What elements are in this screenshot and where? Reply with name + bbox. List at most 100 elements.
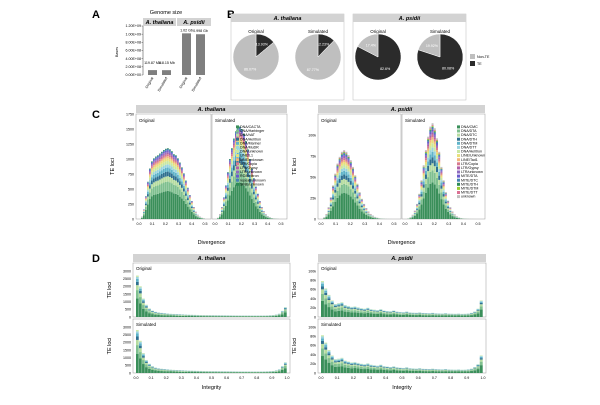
stack-segment <box>359 198 361 199</box>
stack-segment <box>443 190 445 192</box>
stack-segment <box>245 188 247 219</box>
stack-segment <box>229 175 231 178</box>
stack-segment <box>175 167 177 170</box>
stack-segment <box>451 371 454 372</box>
stack-segment <box>149 189 151 193</box>
stack-segment <box>370 369 373 373</box>
stack-segment <box>367 215 369 216</box>
stack-segment <box>255 189 257 190</box>
panel-c: A. thaliana02505007501000125015001750Ori… <box>110 105 485 246</box>
stack-segment <box>155 157 157 158</box>
stack-segment <box>159 165 161 168</box>
stack-segment <box>149 172 151 173</box>
stack-segment <box>440 176 442 178</box>
stack-segment <box>392 312 395 313</box>
stack-segment <box>202 316 205 317</box>
x-tick-label: 0.3 <box>446 222 451 226</box>
stack-segment <box>147 184 149 185</box>
x-tick-label: Simulated <box>191 77 202 93</box>
stack-segment <box>336 166 338 167</box>
stack-segment <box>345 157 347 158</box>
stack-segment <box>359 200 361 201</box>
slice-label: 86.07% <box>244 68 257 72</box>
stack-segment <box>370 365 373 366</box>
slice-label: 80.08% <box>442 66 455 70</box>
legend-swatch <box>236 179 239 182</box>
stack-segment <box>169 165 171 168</box>
x-tick-label: 0.1 <box>335 376 340 380</box>
stack-segment <box>460 315 463 316</box>
legend-swatch <box>457 166 460 169</box>
stack-segment <box>139 343 142 345</box>
stack-segment <box>136 340 139 345</box>
stack-segment <box>324 291 327 293</box>
stack-segment <box>185 181 187 182</box>
stack-segment <box>229 164 231 166</box>
stack-segment <box>142 303 145 305</box>
stack-segment <box>332 189 334 190</box>
stack-segment <box>363 312 366 314</box>
stack-segment <box>157 161 159 163</box>
stack-segment <box>181 179 183 181</box>
y-tick-label: 1000 <box>123 300 131 304</box>
stack-segment <box>343 160 345 162</box>
stack-segment <box>392 370 395 373</box>
stack-segment <box>231 191 233 219</box>
stack-segment <box>443 192 445 194</box>
stack-segment <box>428 370 431 371</box>
stack-segment <box>161 159 163 161</box>
facet-label: A. thaliana <box>273 16 302 22</box>
stack-segment <box>343 184 345 193</box>
stack-segment <box>361 205 363 206</box>
stack-segment <box>147 183 149 184</box>
stack-segment <box>434 151 436 155</box>
stack-segment <box>166 315 169 317</box>
stack-segment <box>284 309 287 310</box>
stack-segment <box>347 310 350 312</box>
legend-swatch <box>236 134 239 137</box>
stack-segment <box>136 290 139 298</box>
stack-segment <box>175 316 178 317</box>
stack-segment <box>354 202 356 219</box>
stack-segment <box>229 183 231 188</box>
stack-segment <box>360 310 363 311</box>
stack-segment <box>165 155 167 157</box>
stack-segment <box>145 309 148 311</box>
stack-segment <box>253 189 255 191</box>
stack-segment <box>340 359 343 360</box>
stack-segment <box>266 372 269 373</box>
facet-label: A. thaliana <box>145 20 174 26</box>
stack-segment <box>340 358 343 359</box>
stack-segment <box>440 169 442 170</box>
stack-segment <box>445 205 447 208</box>
stack-segment <box>163 158 165 160</box>
stack-segment <box>183 188 185 191</box>
stack-segment <box>361 202 363 203</box>
stack-segment <box>147 184 149 185</box>
stack-segment <box>253 197 255 202</box>
stack-segment <box>443 187 445 188</box>
stack-segment <box>151 165 153 166</box>
stack-segment <box>352 180 354 182</box>
stack-segment <box>330 206 332 208</box>
stack-segment <box>356 189 358 190</box>
stack-segment <box>145 365 148 368</box>
stack-segment <box>223 206 225 208</box>
stack-segment <box>175 155 177 156</box>
stack-segment <box>425 160 427 162</box>
x-tick-label: 0.0 <box>319 376 324 380</box>
stack-segment <box>163 162 165 165</box>
stack-segment <box>451 215 453 216</box>
stack-segment <box>197 217 199 219</box>
stack-segment <box>451 315 454 316</box>
stack-segment <box>159 159 161 161</box>
stack-segment <box>189 199 191 200</box>
stack-segment <box>165 151 167 152</box>
stack-segment <box>353 307 356 308</box>
stack-segment <box>352 192 354 199</box>
stack-segment <box>386 312 389 313</box>
stack-segment <box>376 312 379 313</box>
stack-segment <box>172 316 175 317</box>
stack-segment <box>175 371 178 372</box>
stack-segment <box>325 217 327 219</box>
